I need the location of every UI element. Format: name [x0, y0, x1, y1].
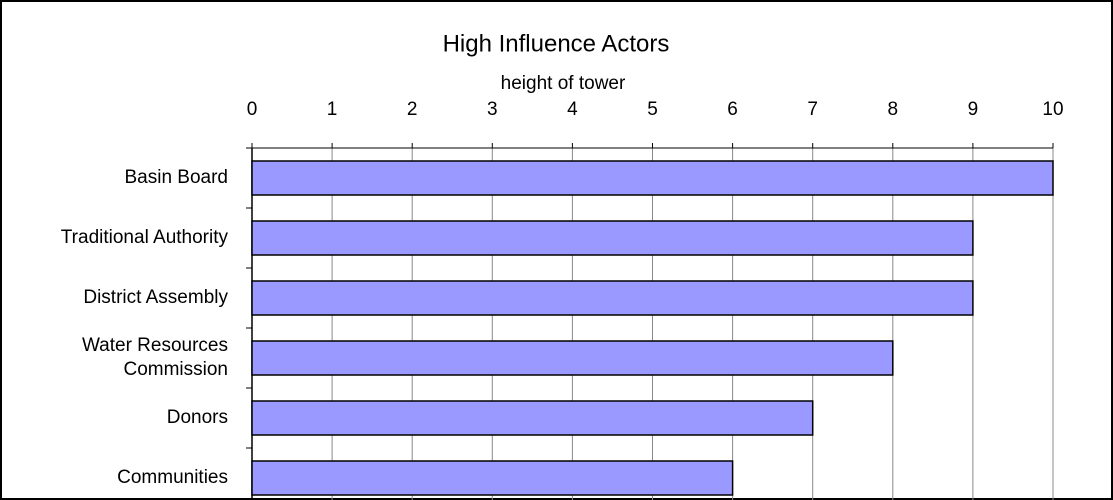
- x-tick-label: 4: [567, 99, 578, 120]
- y-tick-label: District Assembly: [83, 287, 228, 308]
- bar: [251, 220, 974, 256]
- x-tick-label: 10: [1042, 99, 1063, 120]
- chart-title: High Influence Actors: [443, 30, 670, 57]
- bar: [251, 280, 974, 316]
- y-tick-label: Communities: [117, 467, 228, 488]
- x-axis-label: height of tower: [501, 73, 626, 94]
- bar: [251, 460, 734, 496]
- y-tick-label: Traditional Authority: [60, 227, 228, 248]
- x-tick-label: 0: [247, 99, 258, 120]
- x-tick-label: 9: [968, 99, 979, 120]
- x-tick-label: 1: [327, 99, 338, 120]
- y-tick-label: Basin Board: [124, 167, 228, 188]
- y-tick-label: Donors: [166, 407, 228, 428]
- x-tick-label: 8: [888, 99, 899, 120]
- x-tick-label: 7: [807, 99, 818, 120]
- bar: [251, 160, 1054, 196]
- x-tick-label: 5: [647, 99, 658, 120]
- bar: [251, 340, 894, 376]
- x-tick-label: 2: [407, 99, 418, 120]
- x-tick-label: 3: [487, 99, 498, 120]
- x-tick-label: 6: [727, 99, 738, 120]
- y-tick-label: Water Resources Commission: [81, 335, 228, 380]
- bar: [251, 400, 814, 436]
